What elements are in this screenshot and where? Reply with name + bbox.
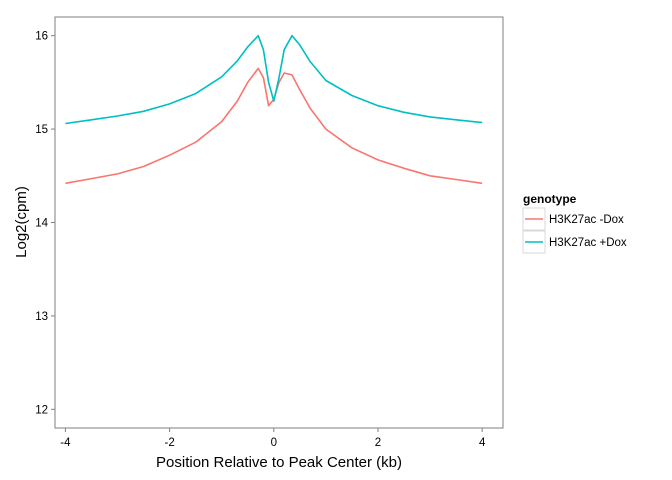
y-axis-title: Log2(cpm)	[13, 186, 30, 258]
y-tick-label: 15	[35, 124, 48, 136]
legend-item-label: H3K27ac +Dox	[549, 237, 627, 249]
y-tick-label: 16	[35, 31, 48, 43]
series-line-2	[65, 34, 483, 125]
y-axis: 12 13 14 15 16	[35, 31, 55, 416]
x-tick-label: 2	[375, 437, 381, 449]
series-layer	[65, 34, 483, 185]
x-tick-label: 4	[479, 437, 486, 449]
legend-item-label: H3K27ac -Dox	[549, 214, 624, 226]
legend-title: genotype	[523, 192, 577, 206]
y-tick-label: 13	[35, 311, 48, 323]
plot-panel	[54, 16, 504, 429]
x-tick-label: -4	[60, 437, 71, 449]
legend: genotype H3K27ac -Dox H3K27ac +Dox	[522, 192, 627, 254]
x-tick-label: 0	[271, 437, 277, 449]
x-axis: -4 -2 0 2 4	[60, 428, 486, 449]
x-tick-label: -2	[164, 437, 174, 449]
y-tick-label: 14	[35, 218, 48, 230]
x-axis-title: Position Relative to Peak Center (kb)	[156, 454, 402, 471]
y-tick-label: 12	[35, 404, 48, 416]
